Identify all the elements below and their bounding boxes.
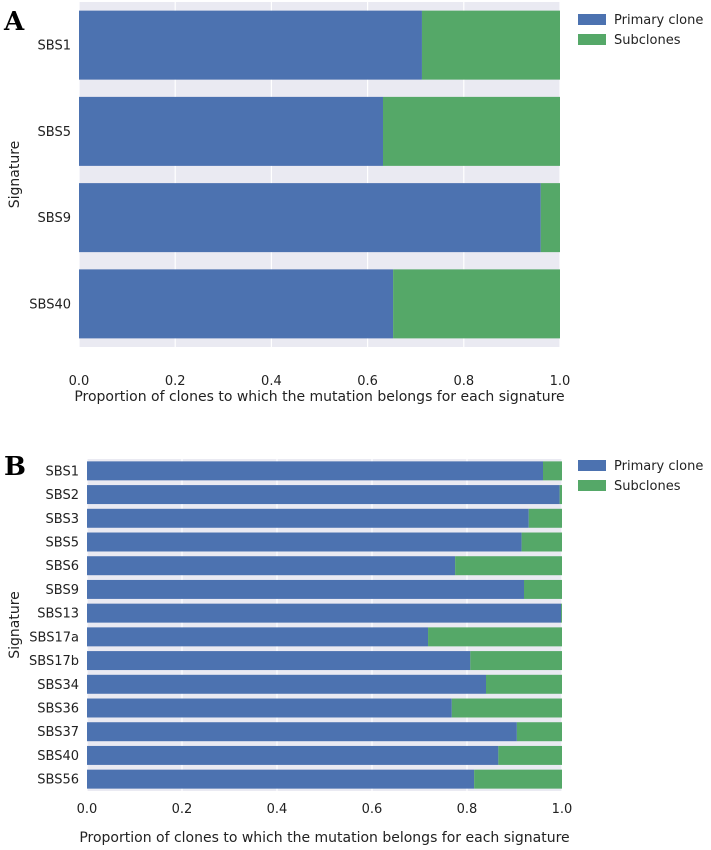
legend-entry: Subclones bbox=[614, 479, 681, 494]
y-tick-label: SBS1 bbox=[38, 39, 71, 54]
bar-subclones-sbs1 bbox=[543, 461, 562, 481]
y-tick-label: SBS9 bbox=[46, 583, 79, 598]
y-tick-label: SBS17a bbox=[29, 630, 79, 645]
bar-subclones-sbs17a bbox=[428, 627, 562, 647]
legend-swatch bbox=[578, 460, 606, 471]
bar-subclones-sbs9 bbox=[524, 579, 562, 599]
bar-subclones-sbs36 bbox=[451, 698, 562, 718]
y-tick-label: SBS36 bbox=[37, 702, 79, 717]
bar-primary-clone-sbs56 bbox=[87, 769, 475, 789]
bar-subclones-sbs1 bbox=[421, 10, 560, 80]
bar-subclones-sbs2 bbox=[559, 485, 562, 505]
x-tick-label: 0.0 bbox=[69, 374, 90, 389]
bar-primary-clone-sbs17b bbox=[87, 651, 471, 671]
bar-primary-clone-sbs5 bbox=[79, 96, 383, 166]
x-tick-label: 0.2 bbox=[165, 374, 186, 389]
x-tick-label: 0.8 bbox=[453, 374, 474, 389]
bar-subclones-sbs40 bbox=[393, 269, 560, 339]
legend-entry: Primary clone bbox=[614, 459, 703, 474]
bar-primary-clone-sbs40 bbox=[87, 745, 499, 765]
bar-primary-clone-sbs6 bbox=[87, 556, 456, 576]
y-tick-label: SBS9 bbox=[38, 211, 71, 226]
bar-primary-clone-sbs5 bbox=[87, 532, 522, 552]
x-tick-label: 0.8 bbox=[457, 802, 478, 817]
panel-label: B bbox=[4, 452, 26, 482]
x-tick-label: 1.0 bbox=[550, 374, 571, 389]
bar-primary-clone-sbs40 bbox=[79, 269, 394, 339]
x-axis-label: Proportion of clones to which the mutati… bbox=[74, 389, 564, 405]
bar-primary-clone-sbs9 bbox=[79, 183, 541, 253]
y-tick-label: SBS56 bbox=[37, 773, 79, 788]
bar-subclones-sbs37 bbox=[516, 722, 562, 742]
y-tick-label: SBS13 bbox=[37, 607, 79, 622]
bar-subclones-sbs17b bbox=[470, 651, 562, 671]
y-tick-label: SBS1 bbox=[46, 464, 79, 479]
bar-subclones-sbs9 bbox=[540, 183, 560, 253]
chart-panel-b: B SBS1 SBS2 SBS3 SBS5 SBS6 SBS9 SBS13 SBS17a SBS1… bbox=[4, 452, 703, 846]
bar-primary-clone-sbs17a bbox=[87, 627, 429, 647]
chart-panel-a: A SBS1 SBS5 SBS9 SBS40 0.0 0.2 0.4 0.6 0.8 1.0Prop… bbox=[3, 2, 703, 405]
legend: Primary clone Subclones bbox=[578, 13, 703, 48]
y-tick-label: SBS40 bbox=[29, 297, 71, 312]
bar-subclones-sbs5 bbox=[521, 532, 562, 552]
legend-entry: Subclones bbox=[614, 33, 681, 48]
y-tick-label: SBS37 bbox=[37, 725, 79, 740]
y-tick-label: SBS2 bbox=[46, 488, 79, 503]
x-axis-label: Proportion of clones to which the mutati… bbox=[79, 830, 569, 846]
y-tick-label: SBS5 bbox=[46, 536, 79, 551]
bar-primary-clone-sbs13 bbox=[87, 603, 562, 623]
y-tick-label: SBS40 bbox=[37, 749, 79, 764]
y-axis-label: Signature bbox=[7, 591, 23, 659]
legend-entry: Primary clone bbox=[614, 13, 703, 28]
y-tick-label: SBS17b bbox=[29, 654, 79, 669]
bar-primary-clone-sbs9 bbox=[87, 579, 524, 599]
y-tick-label: SBS6 bbox=[46, 559, 79, 574]
bar-subclones-sbs5 bbox=[382, 96, 560, 166]
x-tick-label: 1.0 bbox=[552, 802, 573, 817]
x-tick-label: 0.2 bbox=[172, 802, 193, 817]
bar-subclones-sbs13 bbox=[561, 603, 562, 623]
bar-primary-clone-sbs1 bbox=[87, 461, 543, 481]
panel-label: A bbox=[3, 7, 25, 37]
x-tick-label: 0.6 bbox=[362, 802, 383, 817]
bar-primary-clone-sbs3 bbox=[87, 508, 529, 528]
x-tick-label: 0.0 bbox=[77, 802, 98, 817]
bar-subclones-sbs3 bbox=[528, 508, 562, 528]
bar-primary-clone-sbs34 bbox=[87, 674, 486, 694]
x-tick-label: 0.4 bbox=[267, 802, 288, 817]
legend-swatch bbox=[578, 34, 606, 45]
bar-primary-clone-sbs2 bbox=[87, 485, 560, 505]
y-tick-label: SBS34 bbox=[37, 678, 79, 693]
bar-primary-clone-sbs36 bbox=[87, 698, 452, 718]
bar-subclones-sbs6 bbox=[455, 556, 562, 576]
y-tick-label: SBS3 bbox=[46, 512, 79, 527]
bar-subclones-sbs40 bbox=[498, 745, 562, 765]
legend: Primary clone Subclones bbox=[578, 459, 703, 494]
bar-primary-clone-sbs37 bbox=[87, 722, 517, 742]
y-tick-label: SBS5 bbox=[38, 125, 71, 140]
y-axis-label: Signature bbox=[7, 141, 23, 209]
bar-subclones-sbs34 bbox=[486, 674, 562, 694]
x-tick-label: 0.4 bbox=[261, 374, 282, 389]
bar-subclones-sbs56 bbox=[474, 769, 562, 789]
legend-swatch bbox=[578, 14, 606, 25]
x-tick-label: 0.6 bbox=[357, 374, 378, 389]
legend-swatch bbox=[578, 480, 606, 491]
bar-primary-clone-sbs1 bbox=[79, 10, 422, 80]
